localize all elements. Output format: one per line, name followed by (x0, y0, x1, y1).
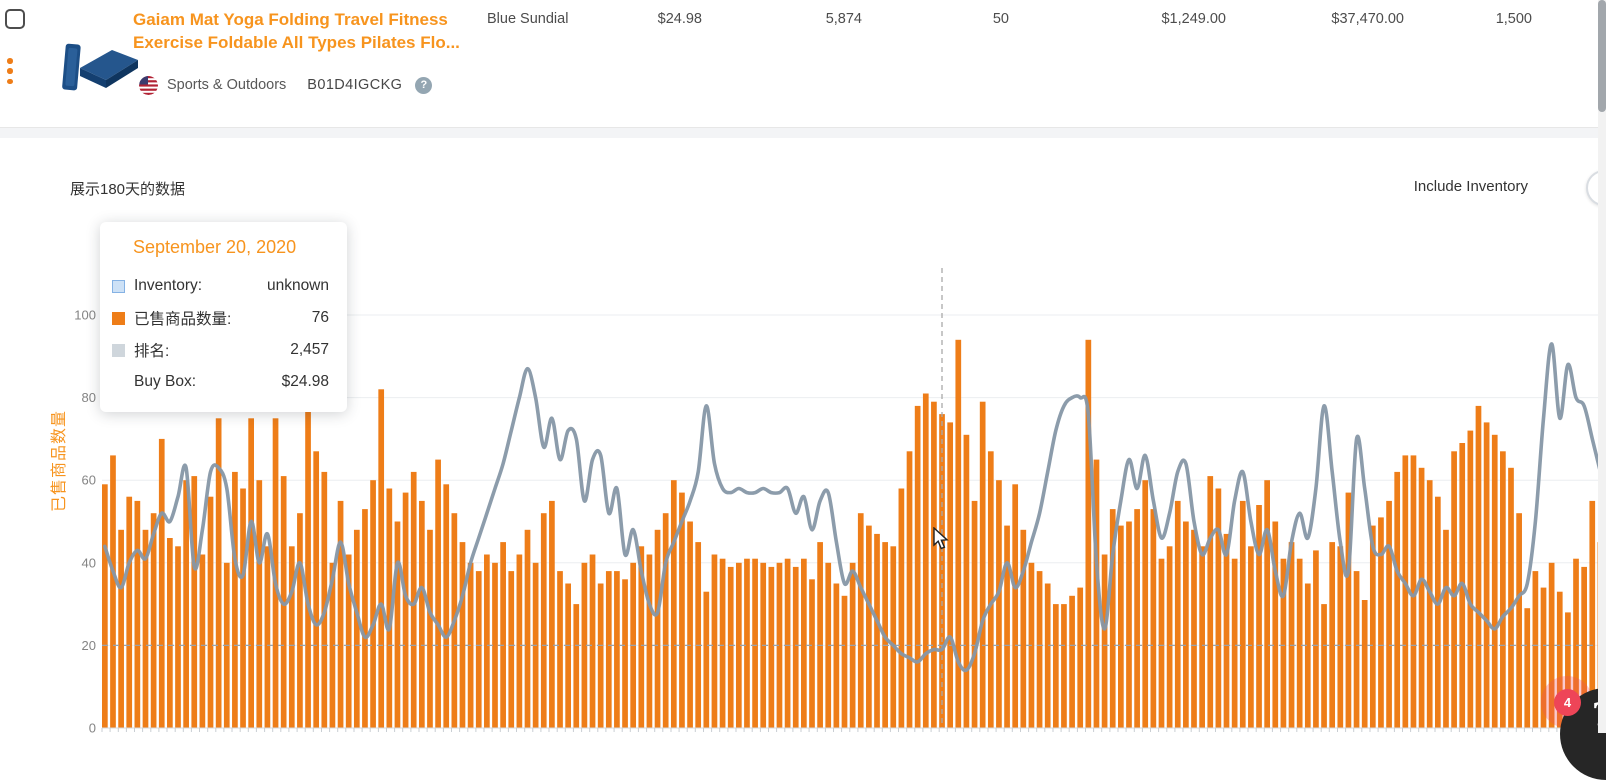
product-category: Sports & Outdoors (167, 77, 287, 93)
product-thumbnail[interactable] (56, 36, 140, 96)
inventory-swatch (112, 279, 125, 293)
row-menu-kebab-icon[interactable] (7, 58, 15, 84)
metric-cell-1: 5,874 (825, 11, 862, 27)
product-checkbox[interactable] (5, 9, 25, 29)
rank-swatch (112, 343, 125, 357)
product-asin[interactable]: B01D4IGCKG (307, 77, 403, 93)
vertical-scrollbar-track[interactable] (1598, 0, 1606, 733)
price-cell: $24.98 (657, 11, 702, 27)
metric-cell-3: $1,249.00 (1161, 11, 1226, 27)
tooltip-row-sold: 已售商品数量: 76 (112, 302, 329, 334)
chart-range-label: 展示180天的数据 (70, 181, 186, 198)
svg-text:60: 60 (82, 473, 96, 488)
product-title-link[interactable]: Gaiam Mat Yoga Folding Travel Fitness Ex… (133, 10, 460, 52)
us-flag-icon (139, 75, 158, 95)
metric-cell-4: $37,470.00 (1331, 11, 1404, 27)
metric-cell-5: 1,500 (1495, 11, 1532, 27)
product-row: Gaiam Mat Yoga Folding Travel Fitness Ex… (0, 0, 1606, 128)
notification-badge: 4 (1554, 689, 1581, 716)
yoga-mat-illustration (62, 43, 138, 91)
category-line: Sports & Outdoors B01D4IGCKG ? (139, 75, 433, 95)
svg-text:20: 20 (82, 638, 96, 653)
asin-help-icon[interactable]: ? (415, 76, 433, 94)
metric-cell-2: 50 (992, 11, 1009, 27)
mouse-cursor (933, 526, 955, 551)
vertical-scrollbar-thumb[interactable] (1598, 0, 1606, 112)
tooltip-row-buybox: Buy Box: $24.98 (134, 373, 329, 390)
sales-chart-card: 展示180天的数据 Include Inventory 已售商品数量 0 20 40… (0, 138, 1606, 733)
svg-text:40: 40 (82, 555, 96, 570)
tooltip-row-inventory: Inventory: unknown (112, 270, 329, 302)
svg-text:100: 100 (74, 308, 96, 323)
sales-rank-chart[interactable]: 0 20 40 60 80 100 (0, 138, 1606, 733)
include-inventory-label: Include Inventory (1413, 178, 1528, 195)
svg-text:0: 0 (89, 721, 96, 734)
sold-swatch (112, 311, 125, 325)
tooltip-date: September 20, 2020 (133, 237, 297, 257)
brand-cell: Blue Sundial (487, 11, 569, 27)
svg-text:80: 80 (82, 390, 96, 405)
section-divider (0, 128, 1606, 138)
tooltip-row-rank: 排名: 2,457 (112, 334, 329, 366)
chart-tooltip: September 20, 2020 Inventory: unknown 已售… (100, 222, 347, 412)
